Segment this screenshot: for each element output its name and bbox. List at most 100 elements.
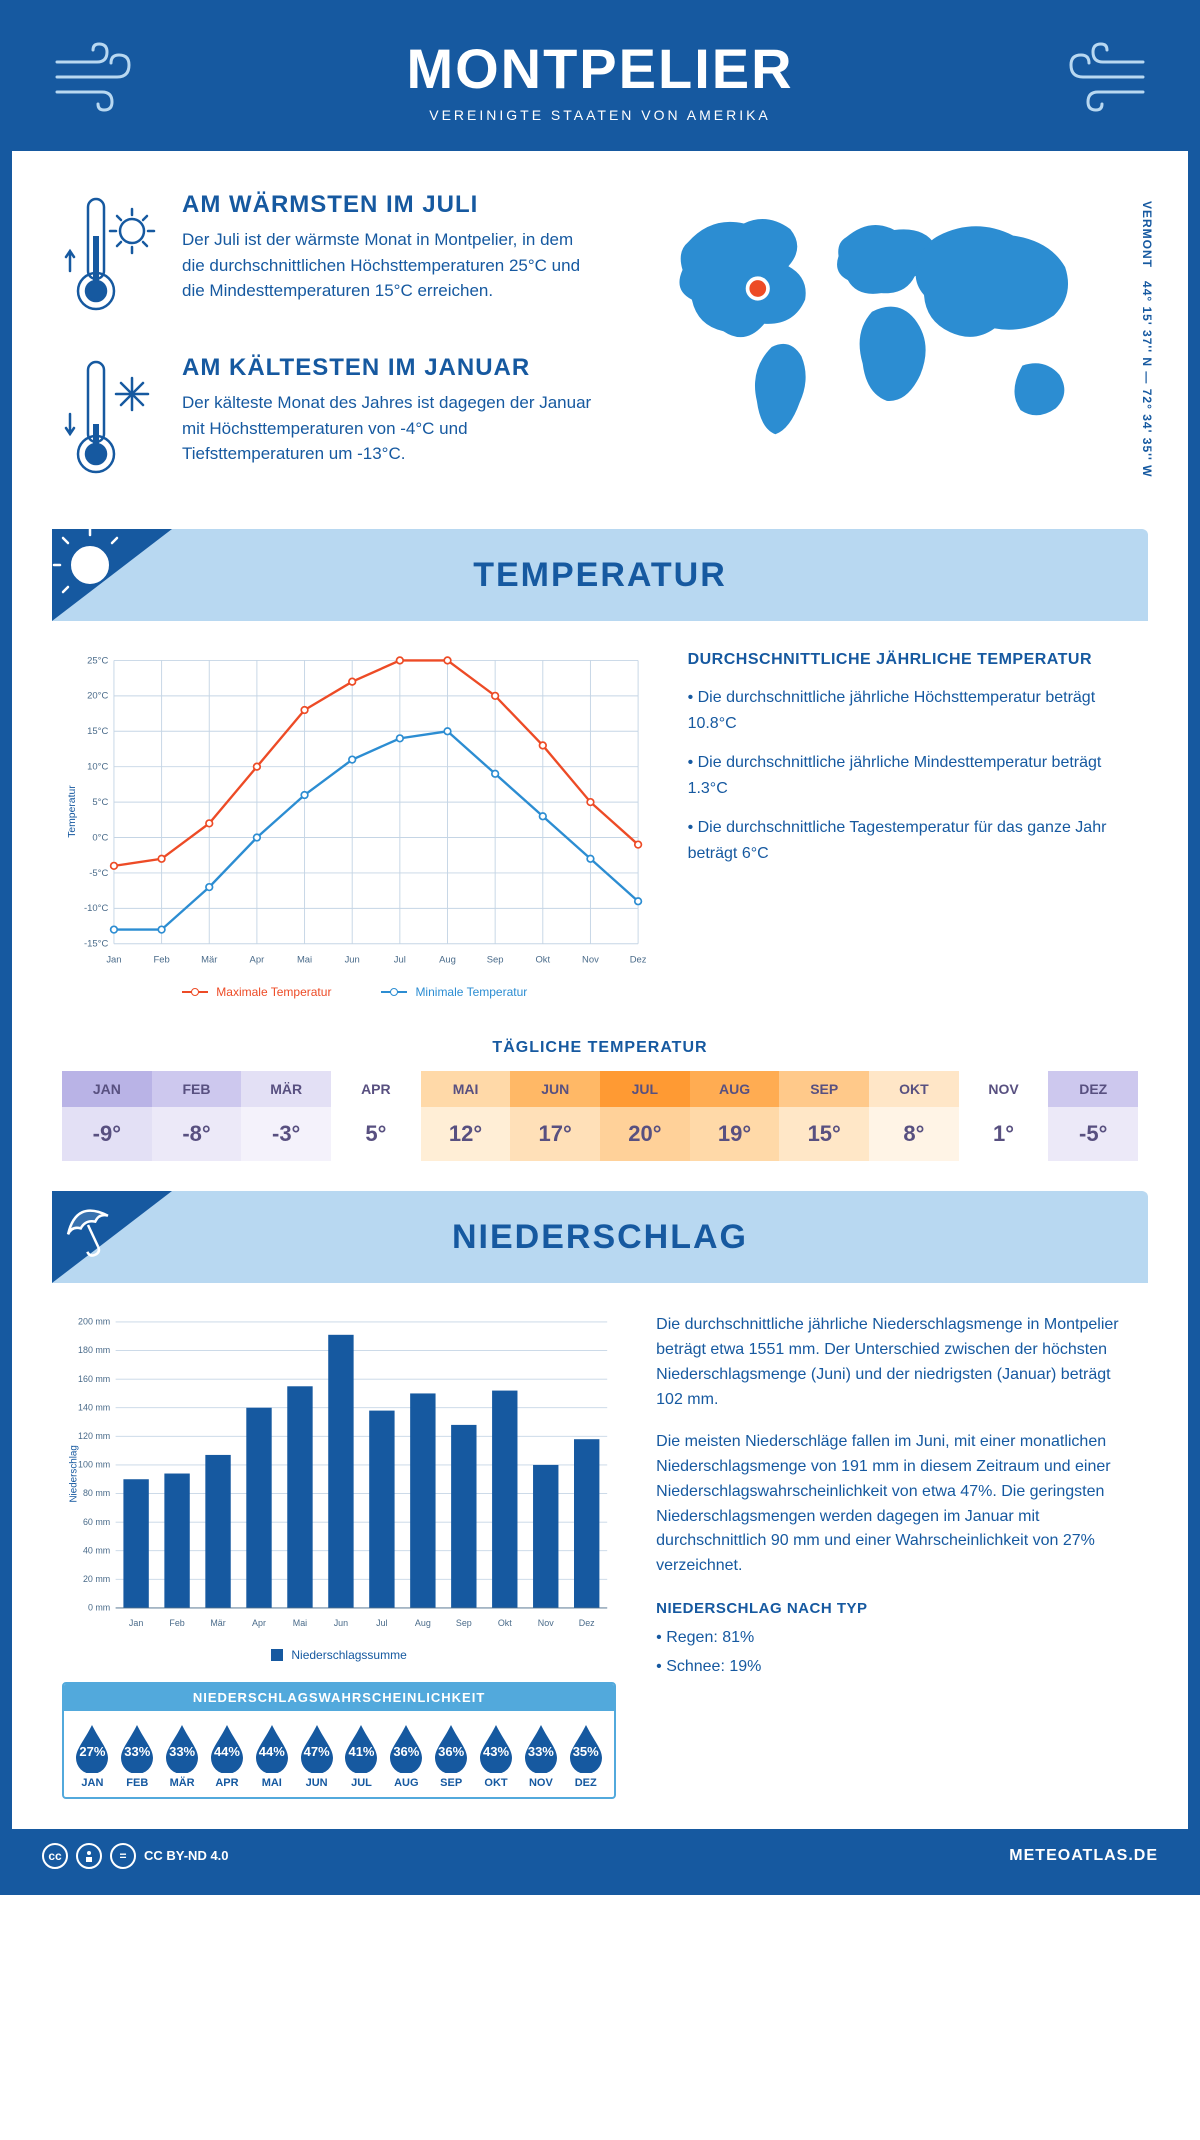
drop-icon: 44% (207, 1723, 247, 1773)
temp-bullet: • Die durchschnittliche jährliche Mindes… (688, 750, 1138, 801)
thermometer-hot-icon (62, 191, 162, 326)
svg-text:60 mm: 60 mm (83, 1517, 110, 1527)
prob-col: 33%NOV (518, 1723, 563, 1789)
daily-temp-title: TÄGLICHE TEMPERATUR (12, 1039, 1188, 1057)
daily-col: NOV1° (959, 1071, 1049, 1161)
prob-box: NIEDERSCHLAGSWAHRSCHEINLICHKEIT 27%JAN33… (62, 1682, 616, 1799)
svg-text:180 mm: 180 mm (78, 1345, 110, 1355)
daily-col: JAN-9° (62, 1071, 152, 1161)
drop-icon: 35% (566, 1723, 606, 1773)
daily-value: 5° (331, 1107, 421, 1161)
drop-value: 27% (72, 1731, 112, 1773)
warmest-block: AM WÄRMSTEN IM JULI Der Juli ist der wär… (62, 191, 598, 326)
daily-temp-table: JAN-9°FEB-8°MÄR-3°APR5°MAI12°JUN17°JUL20… (62, 1071, 1138, 1161)
drop-icon: 36% (431, 1723, 471, 1773)
intro-section: AM WÄRMSTEN IM JULI Der Juli ist der wär… (12, 151, 1188, 519)
svg-text:Dez: Dez (579, 1618, 595, 1628)
daily-month: SEP (779, 1071, 869, 1107)
daily-value: -8° (152, 1107, 242, 1161)
legend-precip: Niederschlagssumme (271, 1648, 406, 1662)
daily-month: FEB (152, 1071, 242, 1107)
precip-type: • Schnee: 19% (656, 1655, 1138, 1680)
svg-text:40 mm: 40 mm (83, 1546, 110, 1556)
daily-value: 15° (779, 1107, 869, 1161)
daily-month: JUL (600, 1071, 690, 1107)
precip-paragraphs: Die durchschnittliche jährliche Niedersc… (656, 1313, 1138, 1579)
svg-text:Jan: Jan (129, 1618, 143, 1628)
daily-value: 17° (510, 1107, 600, 1161)
prob-col: 44%MAI (249, 1723, 294, 1789)
svg-text:120 mm: 120 mm (78, 1431, 110, 1441)
precip-left: 0 mm20 mm40 mm60 mm80 mm100 mm120 mm140 … (62, 1313, 616, 1799)
drop-value: 36% (431, 1731, 471, 1773)
precip-summary: Die durchschnittliche jährliche Niedersc… (656, 1313, 1138, 1799)
legend-min-label: Minimale Temperatur (415, 985, 527, 999)
world-map (628, 191, 1138, 451)
daily-col: JUL20° (600, 1071, 690, 1161)
svg-text:Jul: Jul (376, 1618, 387, 1628)
svg-text:-10°C: -10°C (84, 903, 108, 914)
drop-icon: 47% (297, 1723, 337, 1773)
prob-col: 36%AUG (384, 1723, 429, 1789)
prob-month: JUL (339, 1777, 384, 1789)
drop-value: 36% (386, 1731, 426, 1773)
temp-legend: Maximale Temperatur Minimale Temperatur (62, 985, 648, 999)
prob-col: 47%JUN (294, 1723, 339, 1789)
city-title: MONTPELIER (32, 36, 1168, 101)
svg-text:25°C: 25°C (87, 655, 108, 666)
svg-text:Okt: Okt (498, 1618, 512, 1628)
drop-icon: 33% (521, 1723, 561, 1773)
temp-area: -15°C-10°C-5°C0°C5°C10°C15°C20°C25°CJanF… (12, 621, 1188, 1009)
svg-text:Feb: Feb (153, 955, 169, 966)
svg-text:Sep: Sep (487, 955, 504, 966)
daily-month: JAN (62, 1071, 152, 1107)
svg-text:Mai: Mai (293, 1618, 307, 1628)
temp-banner: TEMPERATUR (52, 529, 1148, 621)
daily-value: 8° (869, 1107, 959, 1161)
svg-text:200 mm: 200 mm (78, 1317, 110, 1327)
svg-text:0°C: 0°C (92, 832, 108, 843)
svg-text:Nov: Nov (582, 955, 599, 966)
thermometer-cold-icon (62, 354, 162, 489)
svg-text:0 mm: 0 mm (88, 1603, 110, 1613)
svg-text:20°C: 20°C (87, 691, 108, 702)
svg-text:80 mm: 80 mm (83, 1488, 110, 1498)
legend-min: Minimale Temperatur (381, 985, 527, 999)
intro-left: AM WÄRMSTEN IM JULI Der Juli ist der wär… (62, 191, 598, 489)
page: MONTPELIER VEREINIGTE STAATEN VON AMERIK… (0, 0, 1200, 1895)
wind-icon (52, 42, 162, 117)
svg-text:Jun: Jun (334, 1618, 348, 1628)
legend-max: Maximale Temperatur (182, 985, 331, 999)
daily-value: 12° (421, 1107, 511, 1161)
temp-line-chart: -15°C-10°C-5°C0°C5°C10°C15°C20°C25°CJanF… (62, 651, 648, 972)
prob-col: 41% JUL (339, 1723, 384, 1789)
daily-value: -5° (1048, 1107, 1138, 1161)
drop-value: 35% (566, 1731, 606, 1773)
daily-col: FEB-8° (152, 1071, 242, 1161)
temp-bullets: • Die durchschnittliche jährliche Höchst… (688, 685, 1138, 867)
svg-text:Mär: Mär (201, 955, 217, 966)
prob-col: 44%APR (205, 1723, 250, 1789)
drop-icon: 41% (341, 1723, 381, 1773)
daily-col: APR5° (331, 1071, 421, 1161)
footer: cc = CC BY-ND 4.0 METEOATLAS.DE (12, 1829, 1188, 1883)
temp-bullet: • Die durchschnittliche jährliche Höchst… (688, 685, 1138, 736)
daily-month: NOV (959, 1071, 1049, 1107)
daily-month: APR (331, 1071, 421, 1107)
daily-value: 1° (959, 1107, 1049, 1161)
daily-month: MAI (421, 1071, 511, 1107)
temp-bullet: • Die durchschnittliche Tagestemperatur … (688, 815, 1138, 866)
svg-text:Dez: Dez (630, 955, 647, 966)
drop-icon: 44% (252, 1723, 292, 1773)
coldest-text: AM KÄLTESTEN IM JANUAR Der kälteste Mona… (182, 354, 598, 489)
daily-col: MAI12° (421, 1071, 511, 1161)
warmest-desc: Der Juli ist der wärmste Monat in Montpe… (182, 227, 598, 304)
license-text: CC BY-ND 4.0 (144, 1848, 229, 1863)
svg-text:Jan: Jan (106, 955, 121, 966)
svg-text:Mär: Mär (210, 1618, 225, 1628)
temp-summary-title: DURCHSCHNITTLICHE JÄHRLICHE TEMPERATUR (688, 651, 1138, 669)
daily-col: AUG19° (690, 1071, 780, 1161)
drop-value: 47% (297, 1731, 337, 1773)
svg-text:-5°C: -5°C (89, 868, 108, 879)
svg-text:140 mm: 140 mm (78, 1403, 110, 1413)
